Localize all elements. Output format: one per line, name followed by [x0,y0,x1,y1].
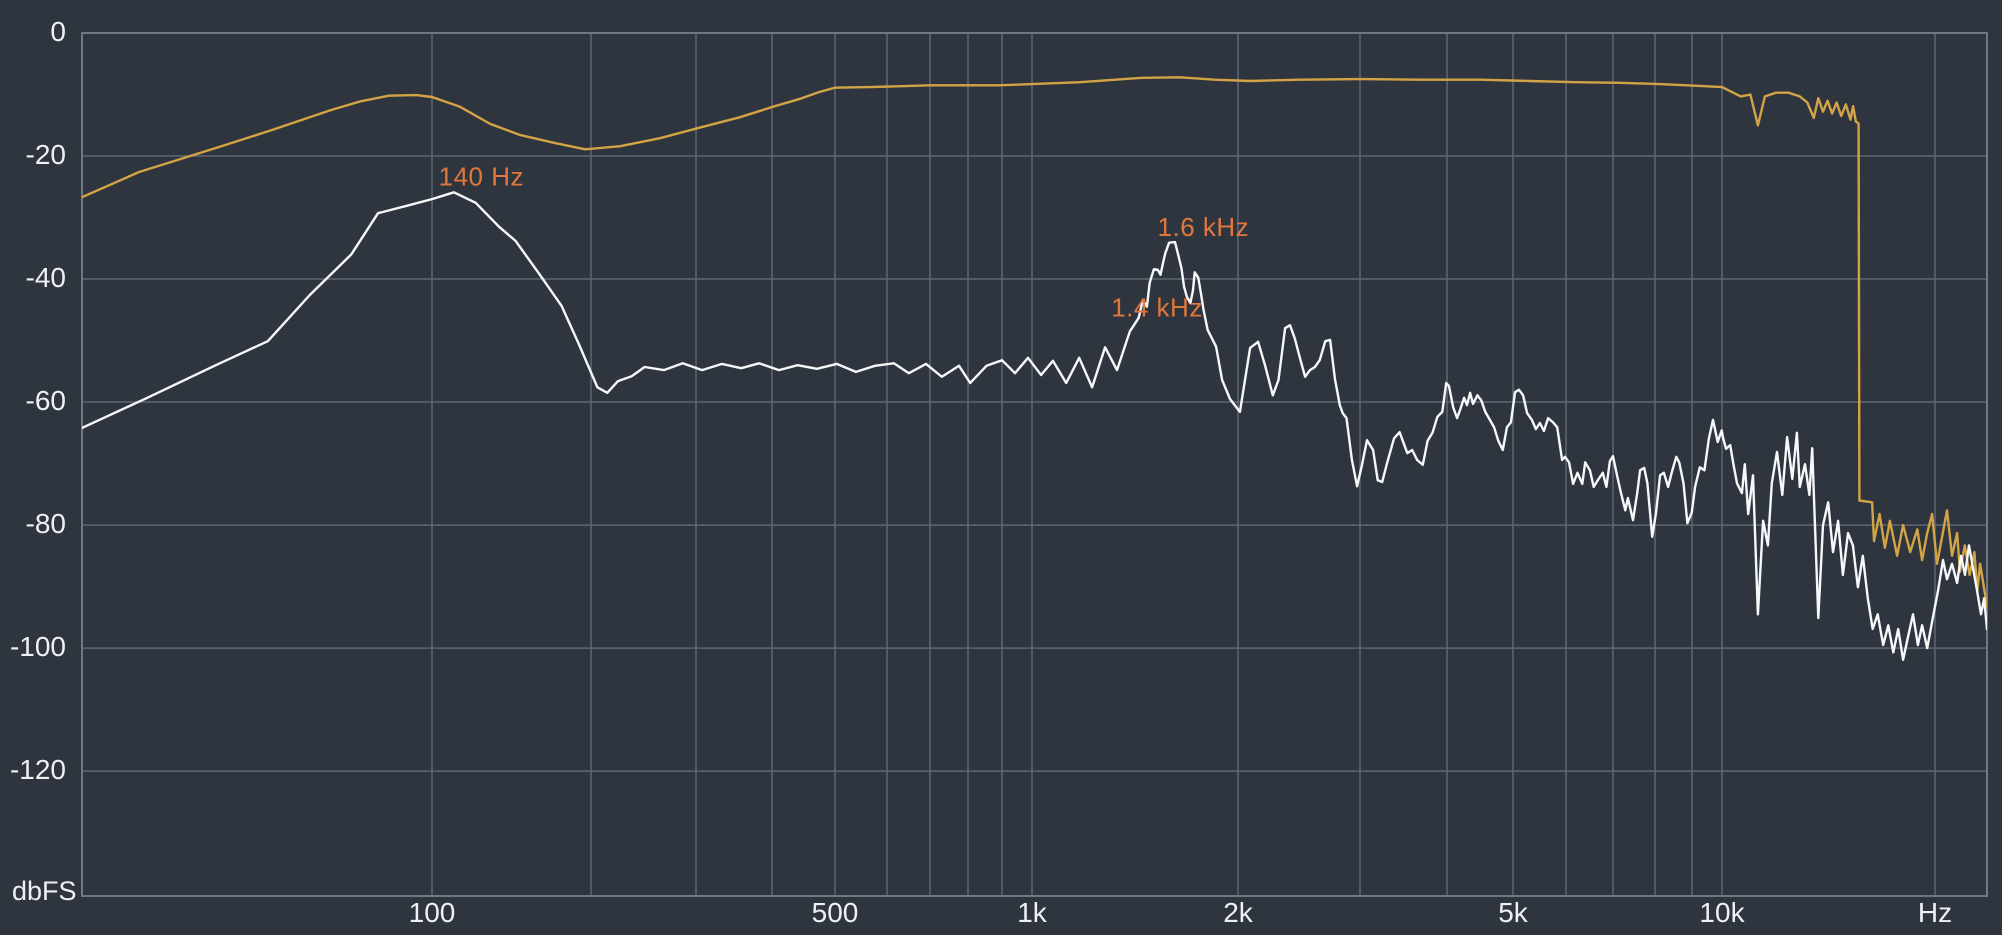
x-tick-label: 500 [812,897,859,928]
y-tick-label: -40 [26,262,66,293]
plot-border [81,32,1988,897]
y-tick-label: -20 [26,139,66,170]
x-axis-unit-label: Hz [1918,897,1952,928]
x-tick-label: 100 [409,897,456,928]
measured-spectrum-curve [82,191,1987,661]
peak-annotation: 1.4 kHz [1111,292,1203,322]
peak-annotation: 1.6 kHz [1158,212,1250,242]
x-tick-label: 2k [1223,897,1254,928]
y-tick-label: -60 [26,385,66,416]
plot-area[interactable] [82,33,1987,896]
y-tick-label: 0 [50,16,66,47]
x-tick-label: 5k [1498,897,1529,928]
y-tick-label: -100 [10,631,66,662]
y-axis-unit-label: dbFS [12,876,77,906]
y-tick-label: -120 [10,754,66,785]
reference-spectrum-curve [82,76,1987,608]
y-tick-label: -80 [26,508,66,539]
x-tick-label: 10k [1699,897,1745,928]
peak-annotation: 140 Hz [439,161,524,191]
x-tick-label: 1k [1017,897,1048,928]
